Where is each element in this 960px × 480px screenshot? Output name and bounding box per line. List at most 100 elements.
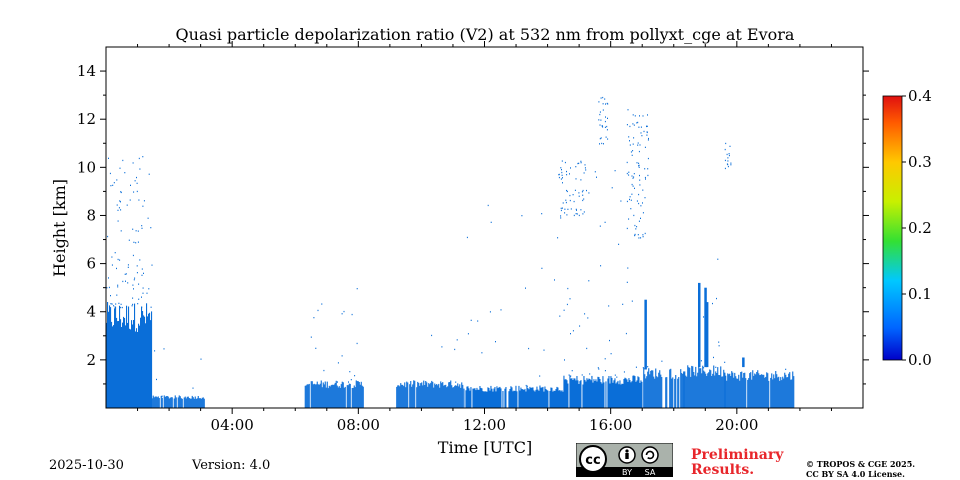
colorbar	[882, 95, 903, 361]
heatmap-point	[608, 305, 610, 307]
heatmap-column	[683, 371, 685, 408]
heatmap-point	[106, 287, 108, 289]
heatmap-column	[425, 381, 427, 408]
heatmap-column	[672, 377, 674, 408]
heatmap-column	[650, 370, 652, 408]
heatmap-scatter-point	[626, 124, 628, 126]
heatmap-column	[680, 369, 682, 408]
heatmap-point	[141, 268, 143, 270]
heatmap-column	[307, 384, 309, 408]
heatmap-point	[703, 367, 705, 369]
heatmap-column	[716, 373, 718, 408]
heatmap-scatter-point	[628, 171, 630, 173]
heatmap-column	[682, 374, 684, 408]
heatmap-point	[142, 292, 144, 294]
heatmap-point	[122, 159, 124, 162]
heatmap-column	[327, 388, 329, 408]
heatmap-column	[619, 380, 621, 408]
heatmap-column	[780, 377, 782, 408]
heatmap-point	[132, 284, 134, 286]
heatmap-column	[700, 368, 702, 408]
heatmap-column	[594, 381, 596, 408]
heatmap-column	[340, 384, 342, 408]
heatmap-column	[429, 384, 431, 408]
heatmap-point	[119, 167, 121, 169]
heatmap-column	[516, 391, 518, 408]
heatmap-column	[484, 391, 486, 408]
heatmap-point	[134, 180, 136, 182]
heatmap-column	[405, 387, 407, 408]
heatmap-column	[121, 327, 123, 408]
heatmap-column	[576, 376, 578, 408]
heatmap-column	[774, 378, 776, 408]
heatmap-column	[440, 381, 442, 408]
heatmap-point	[626, 281, 628, 283]
heatmap-column	[579, 381, 581, 408]
heatmap-scatter-point	[584, 164, 586, 166]
heatmap-column	[135, 331, 137, 408]
heatmap-column	[362, 386, 364, 408]
heatmap-scatter-point	[631, 193, 633, 195]
heatmap-scatter-point	[629, 198, 630, 201]
heatmap-point	[111, 256, 113, 258]
heatmap-column	[403, 386, 405, 408]
heatmap-column	[333, 384, 335, 408]
heatmap-column	[539, 385, 541, 408]
heatmap-column	[353, 385, 355, 408]
heatmap-point	[113, 182, 115, 184]
heatmap-column	[558, 390, 560, 408]
heatmap-point	[716, 297, 717, 300]
heatmap-column	[409, 384, 411, 408]
heatmap-column	[480, 387, 482, 408]
heatmap-column	[535, 389, 537, 408]
heatmap-point	[647, 366, 649, 368]
heatmap-point	[142, 156, 144, 158]
heatmap-column	[757, 370, 759, 408]
x-axis-label: Time [UTC]	[438, 438, 532, 457]
heatmap-column	[106, 322, 108, 408]
heatmap-point	[118, 302, 120, 304]
heatmap-column	[585, 381, 587, 408]
heatmap-column	[157, 396, 159, 408]
heatmap-column	[622, 383, 624, 408]
heatmap-column	[586, 378, 588, 408]
heatmap-column	[691, 365, 693, 408]
heatmap-point	[130, 184, 131, 186]
heatmap-column	[192, 397, 194, 408]
colorbar-ticks: 0.0 0.1 0.2 0.3 0.4	[902, 87, 932, 369]
heatmap-point	[120, 191, 122, 193]
heatmap-point	[117, 220, 119, 222]
heatmap-point	[119, 200, 121, 202]
heatmap-point	[125, 280, 126, 282]
heatmap-scatter-point	[572, 194, 574, 196]
heatmap-point	[582, 199, 584, 202]
heatmap-column	[727, 373, 729, 408]
heatmap-scatter-point	[582, 194, 584, 196]
heatmap-column	[750, 372, 752, 408]
heatmap-point	[635, 366, 637, 368]
heatmap-column	[319, 383, 321, 408]
heatmap-column	[629, 380, 631, 408]
heatmap-point	[313, 317, 315, 319]
heatmap-column	[457, 383, 459, 408]
heatmap-column	[324, 381, 326, 408]
heatmap-point	[119, 259, 121, 261]
heatmap-column	[785, 374, 787, 408]
heatmap-column	[196, 398, 198, 408]
heatmap-column	[431, 380, 433, 408]
heatmap-column	[130, 329, 132, 408]
heatmap-column	[361, 385, 363, 408]
heatmap-point	[317, 309, 319, 312]
heatmap-scatter-point	[626, 200, 628, 203]
heatmap-column	[414, 380, 416, 408]
heatmap-column	[640, 380, 642, 408]
heatmap-column	[304, 385, 306, 408]
heatmap-point	[132, 254, 134, 257]
heatmap-column	[638, 377, 640, 408]
cc-by-sa-badge: cc BY SA	[576, 443, 673, 477]
heatmap-column	[730, 376, 732, 408]
heatmap-point	[132, 228, 134, 230]
heatmap-column	[577, 380, 579, 408]
heatmap-column	[745, 378, 747, 408]
preliminary-line2: Results.	[691, 462, 755, 478]
